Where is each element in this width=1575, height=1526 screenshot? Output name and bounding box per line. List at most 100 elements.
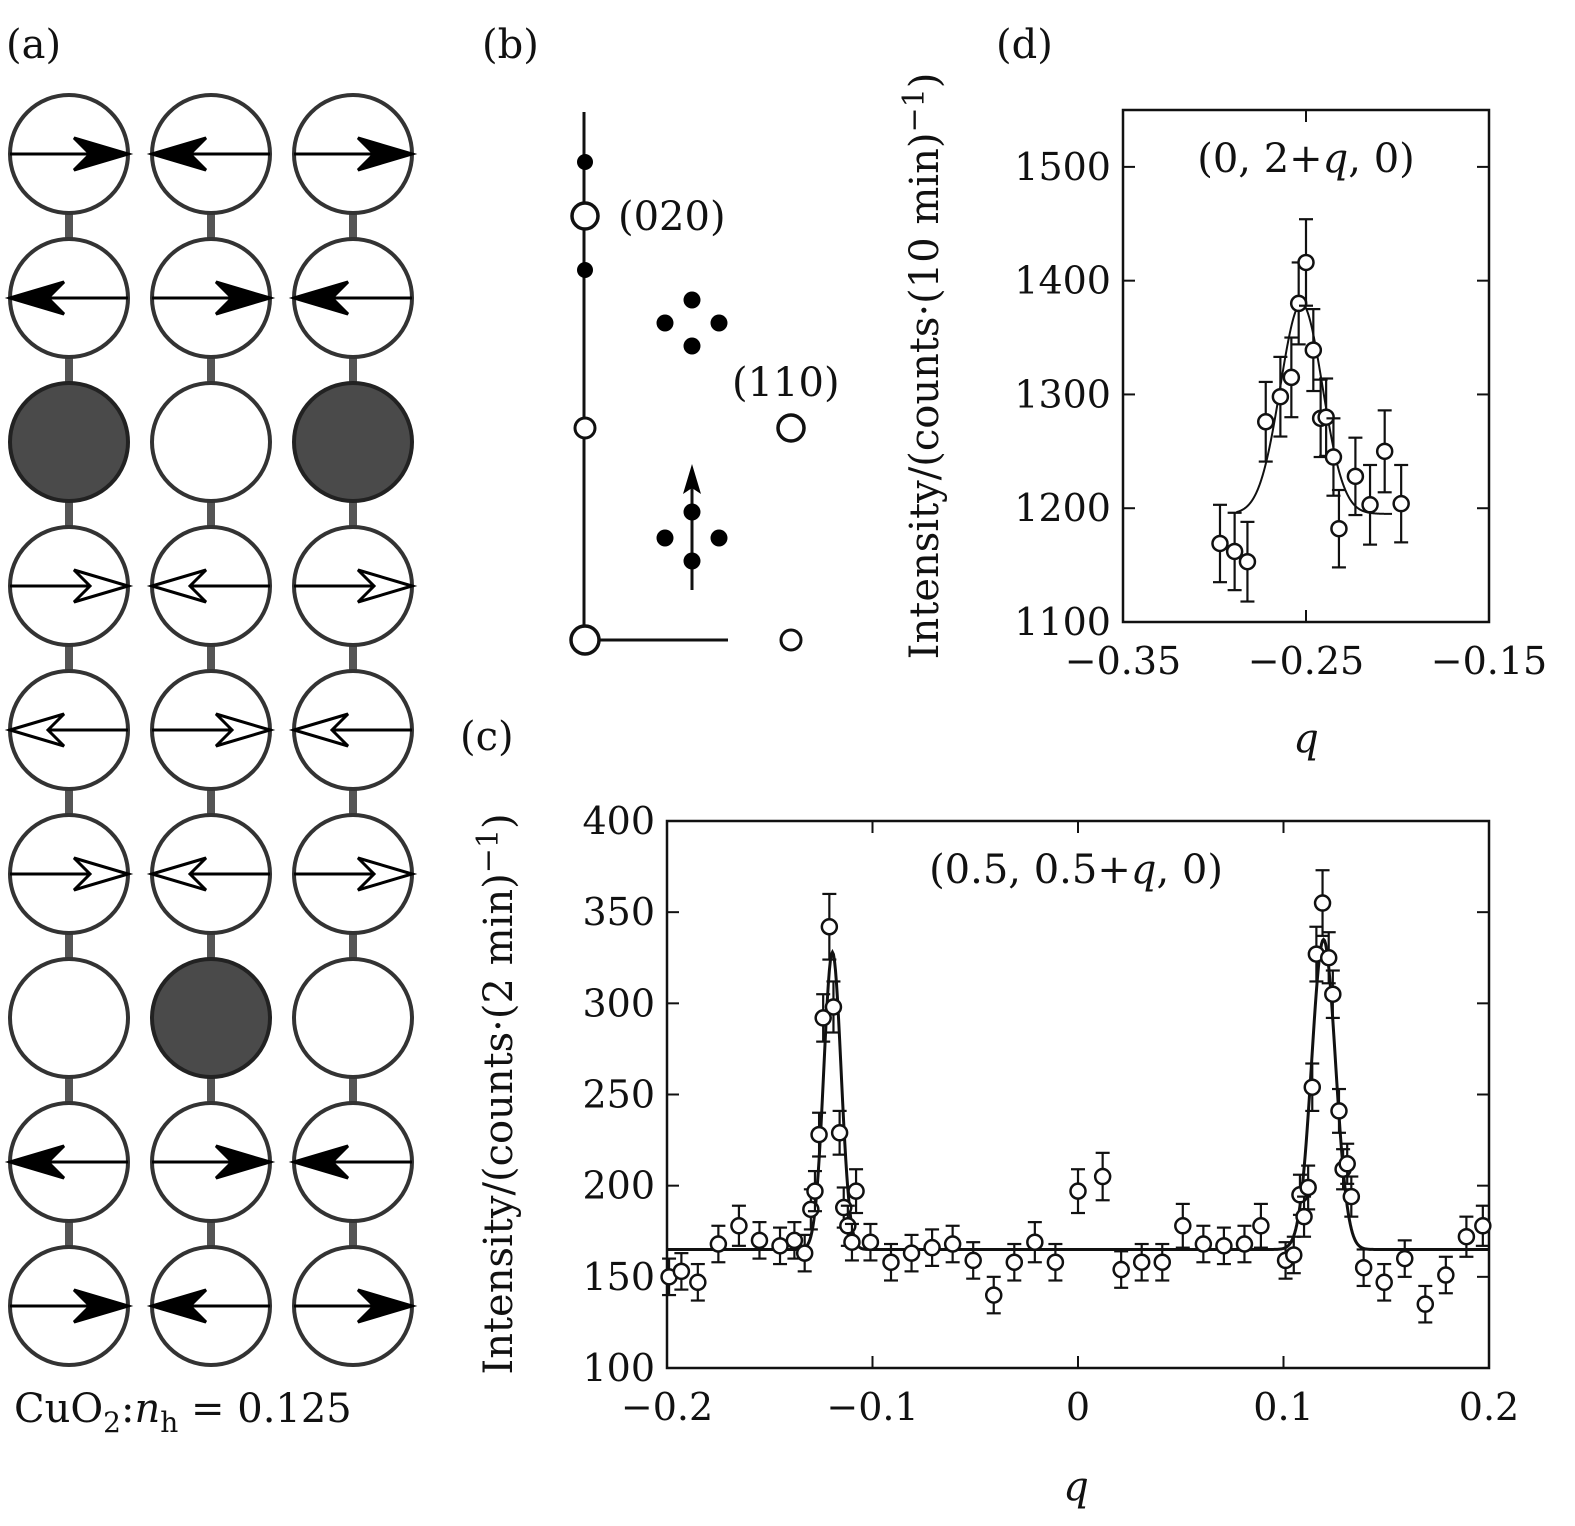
x-tick-label: −0.1 (826, 1385, 918, 1429)
spin-arrow-right-icon (356, 1288, 418, 1324)
data-point (1093, 1151, 1112, 1202)
marker (1132, 1253, 1151, 1271)
data-point (660, 1257, 678, 1297)
data-point (1153, 1242, 1172, 1282)
hole-site (150, 957, 272, 1079)
marker (1330, 1102, 1348, 1120)
marker (839, 1217, 857, 1235)
marker (1026, 1233, 1044, 1251)
lattice-bond (349, 933, 357, 959)
data-point (1416, 1284, 1435, 1324)
marker (984, 1286, 1003, 1304)
lattice-bond (207, 789, 215, 815)
data-point (730, 1204, 748, 1247)
lattice-bond (207, 1077, 215, 1103)
marker (1211, 534, 1229, 553)
spin-site (8, 957, 130, 1079)
data-point (1211, 503, 1229, 584)
data-point (1354, 1248, 1373, 1288)
marker (1271, 387, 1290, 406)
spin-arrow-left-icon (146, 856, 208, 892)
marker (820, 918, 839, 936)
spin-arrow-left-icon (4, 280, 66, 316)
data-point (1132, 1242, 1151, 1282)
b-spin-spot (683, 291, 701, 309)
data-point (964, 1241, 982, 1280)
c-ticks: −0.2 −0.1 0 0.1 0.2 100 150 200 250 300 350 400 (582, 799, 1519, 1429)
y-tick-label: 400 (582, 799, 655, 843)
lattice-bond (65, 1221, 73, 1247)
marker (1330, 519, 1348, 538)
marker (1093, 1167, 1112, 1186)
marker (843, 1233, 861, 1251)
marker (1375, 1273, 1393, 1292)
data-point (1324, 417, 1343, 497)
data-point (750, 1221, 769, 1260)
data-point (771, 1226, 789, 1266)
data-point (923, 1228, 941, 1267)
marker (814, 1009, 832, 1027)
y-tick-label: 1200 (1014, 486, 1111, 530)
lattice-bond (207, 501, 215, 527)
x-tick-label: −0.35 (1065, 639, 1181, 683)
d-y-axis-label: Intensity/(counts·(10 min)−1) (897, 73, 948, 660)
marker (1215, 1237, 1233, 1255)
marker (1324, 448, 1343, 466)
marker (1225, 542, 1244, 561)
marker (810, 1125, 828, 1144)
x-tick-label: 0 (1066, 1385, 1090, 1429)
data-point (861, 1222, 880, 1262)
marker (1194, 1235, 1213, 1253)
lattice-bond (349, 789, 357, 815)
b-bragg-peak (573, 416, 597, 440)
data-point (1392, 463, 1410, 544)
b-spin-spot (683, 552, 701, 570)
d-x-axis-label: q (1293, 716, 1319, 762)
lattice-bond (65, 357, 73, 383)
marker (1289, 294, 1308, 313)
data-point (943, 1224, 962, 1264)
marker (1342, 1187, 1361, 1206)
b-superlattice-spot (577, 262, 593, 278)
data-point (1289, 261, 1308, 346)
data-point (1271, 355, 1290, 438)
c-x-axis-label: q (1063, 1464, 1089, 1510)
b-bragg-peak-110 (776, 413, 806, 443)
lattice-bond (207, 645, 215, 671)
lattice-bond (349, 501, 357, 527)
data-point (1238, 520, 1257, 603)
b-superlattice-spot (577, 154, 593, 170)
marker (1069, 1182, 1087, 1200)
b-spin-spot (710, 314, 728, 332)
chart-c: −0.2 −0.1 0 0.1 0.2 100 150 200 250 300 350 400 (0.… (471, 799, 1519, 1510)
marker (1474, 1217, 1492, 1235)
marker (1303, 1078, 1322, 1096)
marker (1375, 442, 1394, 461)
data-point (1304, 308, 1323, 393)
hole-site (292, 381, 414, 503)
data-point (1235, 1224, 1254, 1264)
y-tick-label: 200 (582, 1164, 655, 1208)
y-tick-label: 250 (582, 1073, 655, 1117)
marker (1297, 253, 1315, 272)
data-point (785, 1221, 804, 1260)
data-point (1330, 488, 1348, 569)
marker (1174, 1217, 1192, 1235)
marker (1395, 1249, 1414, 1268)
y-tick-label: 100 (582, 1346, 655, 1390)
marker (750, 1231, 769, 1250)
b-spin-spot (656, 314, 674, 332)
marker (806, 1182, 824, 1200)
spin-arrow-right-icon (356, 856, 418, 892)
c-y-axis-label: Intensity/(counts·(2 min)−1) (471, 813, 522, 1374)
spin-arrow-left-icon (288, 1144, 350, 1180)
data-point (1256, 380, 1275, 463)
marker (847, 1182, 865, 1200)
b-spin-spot (710, 529, 728, 547)
spin-arrow-right-icon (214, 280, 276, 316)
marker (1324, 985, 1342, 1003)
y-tick-label: 1500 (1014, 145, 1111, 189)
marker (730, 1217, 748, 1235)
b-bragg-peak (779, 628, 803, 652)
marker (1153, 1253, 1172, 1271)
